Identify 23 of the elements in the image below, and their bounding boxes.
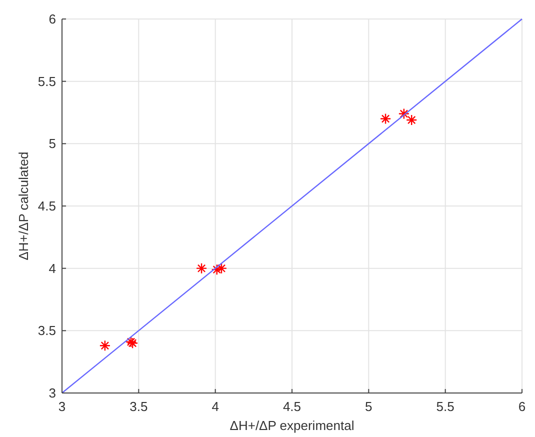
point [380, 113, 392, 124]
point [398, 108, 410, 120]
y-tick-label: 5.5 [38, 74, 56, 89]
point [406, 114, 418, 126]
x-tick-label: 4.5 [282, 399, 302, 414]
x-tick-label: 3 [58, 399, 66, 414]
x-tick-label: 4 [212, 399, 219, 414]
point [216, 262, 228, 274]
x-tick-label: 6 [518, 399, 526, 414]
point [211, 264, 222, 276]
y-tick-label: 6 [48, 12, 56, 26]
y-tick-label: 3 [48, 386, 56, 400]
x-tick-label: 3.5 [130, 399, 148, 414]
y-tick-label: 3.5 [38, 323, 56, 338]
y-axis-title: ΔH+/ΔP calculated [16, 152, 31, 260]
x-axis-title: ΔH+/ΔP experimental [230, 418, 354, 433]
x-tick-label: 5.5 [436, 399, 454, 414]
y-tick-label: 5 [48, 136, 56, 152]
y-tick-label: 4 [48, 260, 56, 276]
x-tick-label: 5 [365, 399, 372, 414]
y-tick-label: 4.5 [38, 198, 56, 214]
point [196, 262, 208, 274]
point [99, 340, 111, 352]
